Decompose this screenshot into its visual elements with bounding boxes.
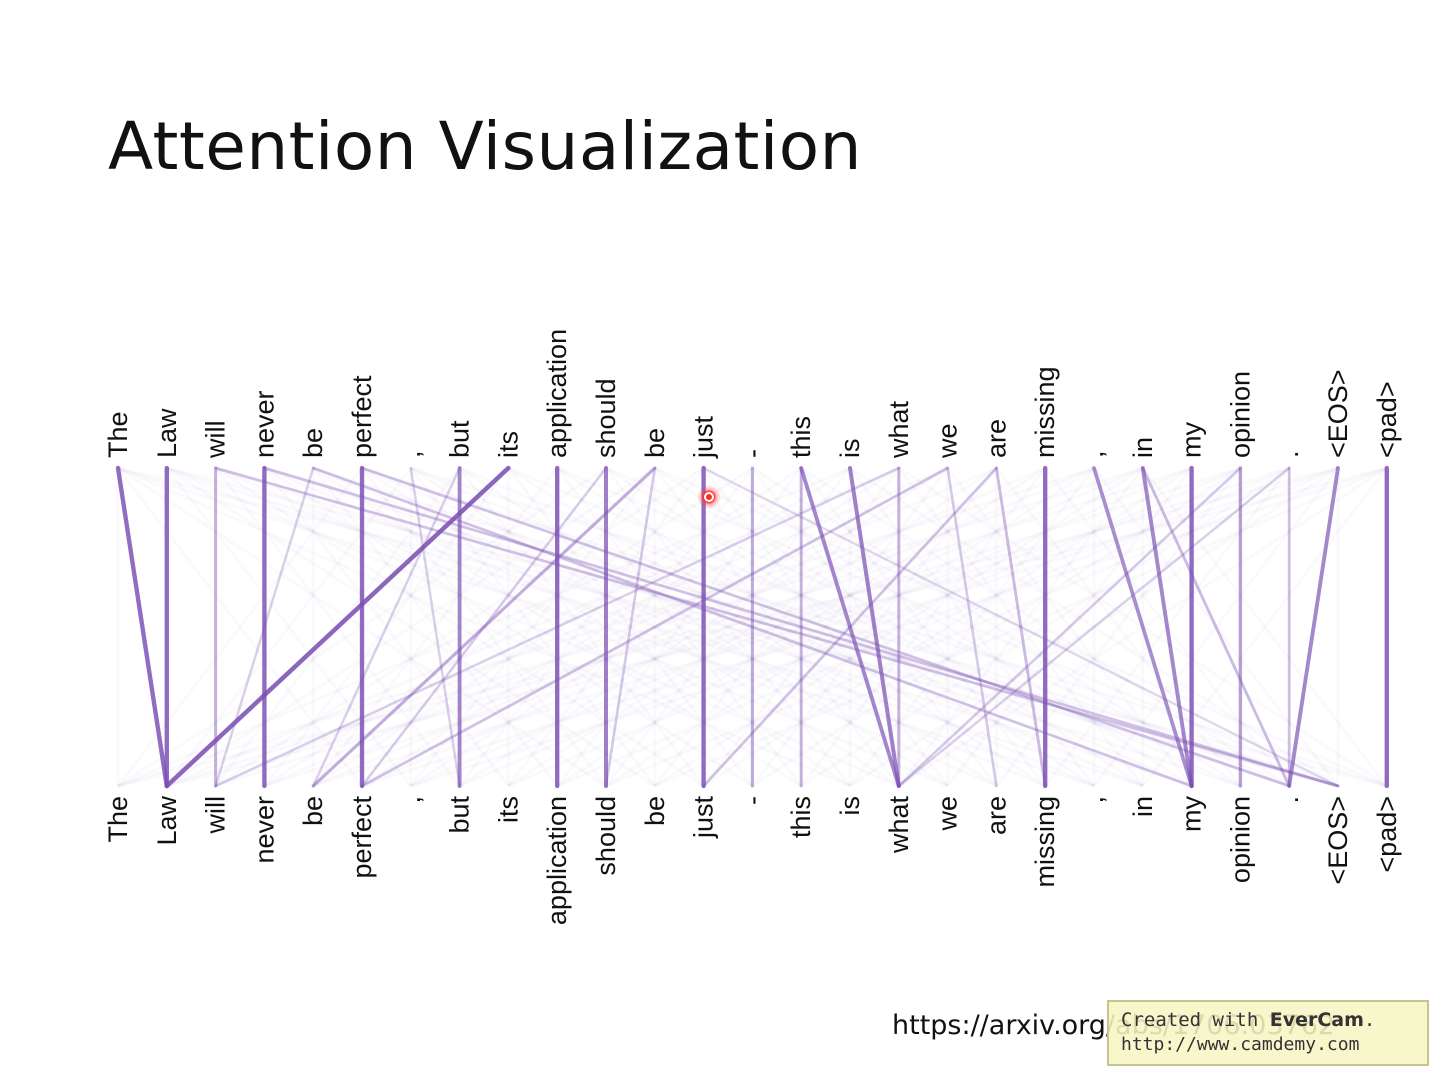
bottom-token-label: but	[445, 796, 475, 834]
attention-link	[311, 466, 461, 788]
top-token-label: opinion	[1225, 371, 1255, 458]
top-token-labels: The Law will never be perfect, but its applicati…	[103, 329, 1402, 459]
bottom-token-label: -	[737, 796, 767, 805]
top-token-label: <EOS>	[1323, 369, 1353, 458]
attention-link	[115, 465, 169, 789]
cursor-highlight-icon	[697, 485, 721, 509]
bottom-token-label: should	[591, 796, 621, 876]
bottom-token-label: ,	[1079, 796, 1109, 804]
top-token-label: Law	[152, 408, 182, 458]
top-token-label: will	[201, 421, 231, 460]
top-token-label: what	[884, 400, 914, 459]
top-token-label: is	[835, 439, 865, 459]
attention-link	[946, 466, 998, 788]
bottom-token-label: is	[835, 796, 865, 816]
bottom-token-label: are	[981, 796, 1011, 835]
top-token-label: -	[737, 449, 767, 458]
attention-link	[1287, 466, 1340, 788]
top-token-label: should	[591, 378, 621, 458]
watermark-url: http://www.camdemy.com	[1121, 1034, 1360, 1055]
bottom-token-label: <EOS>	[1323, 796, 1353, 885]
watermark-prefix: Created with	[1121, 1009, 1270, 1031]
bottom-token-label: will	[201, 796, 231, 835]
bottom-token-label: we	[933, 796, 963, 832]
bottom-token-label: <pad>	[1372, 796, 1402, 873]
attention-link	[360, 466, 949, 788]
top-token-label: my	[1177, 422, 1207, 458]
top-token-label: application	[542, 329, 572, 458]
attention-link	[360, 466, 1291, 788]
bottom-token-label: be	[640, 796, 670, 826]
evercam-watermark: Created with EverCam. http://www.camdemy…	[1107, 1000, 1429, 1066]
slide-title: Attention Visualization	[108, 108, 862, 185]
attention-link	[214, 466, 1340, 788]
attention-link	[1092, 466, 1194, 788]
top-token-label: we	[933, 423, 963, 459]
attention-link	[263, 466, 1340, 788]
top-token-label: its	[493, 431, 523, 458]
attention-link	[604, 466, 657, 788]
bottom-token-label: this	[786, 796, 816, 838]
attention-link	[214, 466, 315, 788]
bottom-token-label: in	[1128, 796, 1158, 817]
bottom-token-label: never	[249, 796, 279, 864]
top-token-label: just	[689, 415, 719, 459]
attention-link	[799, 466, 901, 788]
top-token-label: <pad>	[1372, 381, 1402, 458]
bottom-token-label: The	[103, 796, 133, 843]
attention-link	[702, 466, 998, 788]
top-token-label: The	[103, 411, 133, 458]
watermark-brand: EverCam	[1269, 1009, 1364, 1031]
attention-link	[311, 466, 657, 788]
attention-link	[897, 466, 1242, 788]
top-token-label: never	[249, 390, 279, 458]
top-token-label: perfect	[347, 375, 377, 458]
top-token-label: in	[1128, 437, 1158, 458]
bottom-token-label: Law	[152, 795, 182, 845]
bottom-token-label: its	[493, 796, 523, 823]
bottom-token-label: just	[689, 796, 719, 840]
attention-link	[702, 466, 1340, 788]
top-token-label: be	[640, 428, 670, 458]
attention-link	[897, 466, 1291, 788]
attention-link	[994, 466, 1047, 788]
attention-link	[164, 465, 511, 789]
top-token-label: but	[445, 420, 475, 458]
top-token-label: ,	[396, 450, 426, 458]
attention-visualization: The Law will never be perfect, but its applicati…	[103, 329, 1402, 925]
bottom-token-label: missing	[1030, 796, 1060, 888]
bottom-token-label: my	[1177, 796, 1207, 832]
bottom-token-label: opinion	[1225, 796, 1255, 883]
top-token-label: .	[1274, 450, 1304, 458]
attention-link	[1140, 466, 1194, 788]
top-token-label: are	[981, 419, 1011, 458]
bottom-token-labels: The Law will never be perfect, but its applicati…	[103, 795, 1402, 925]
top-token-label: ,	[1079, 450, 1109, 458]
watermark-suffix: .	[1363, 1009, 1376, 1031]
bottom-token-label: ,	[396, 796, 426, 804]
attention-link	[360, 466, 608, 788]
bottom-token-label: what	[884, 796, 914, 855]
bottom-token-label: perfect	[347, 796, 377, 879]
top-token-label: this	[786, 416, 816, 458]
top-token-label: missing	[1030, 366, 1060, 458]
top-token-label: be	[298, 428, 328, 458]
attention-link	[848, 466, 901, 788]
attention-link	[214, 466, 901, 788]
bottom-token-label: be	[298, 796, 328, 826]
bottom-token-label: application	[542, 796, 572, 925]
attention-links	[115, 465, 1389, 789]
attention-link	[1141, 466, 1291, 788]
attention-link	[409, 466, 461, 788]
bottom-token-label: .	[1274, 796, 1304, 804]
